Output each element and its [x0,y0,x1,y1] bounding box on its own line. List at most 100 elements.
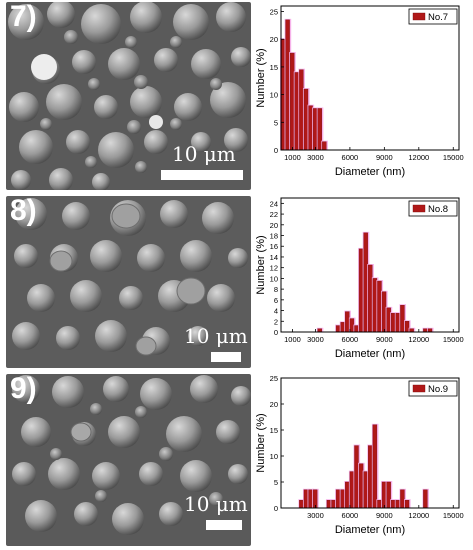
bar [308,489,313,509]
bar [363,232,368,333]
plot-frame [280,5,460,151]
bar [404,499,410,509]
bar [303,88,309,151]
plot-frame [280,197,460,333]
bar [335,325,341,333]
panel-label-9: 9) [10,374,37,405]
bar [354,445,359,509]
x-axis-label: Diameter (nm) [335,348,405,360]
histogram-7: 0 5 10 15 20 25 1000 3000 6000 9000 12000 15000 Diam… [255,0,473,192]
y-tick-label: 10 [270,91,278,100]
y-tick-label: 20 [270,221,278,230]
x-axis-label: Diameter (nm) [335,166,405,178]
bar [391,313,396,333]
bar [285,19,290,151]
bar [395,499,401,509]
y-tick-label: 20 [270,400,278,409]
sem-micrograph-9 [6,374,251,546]
legend-label: No.7 [428,12,448,23]
x-tick-label: 12000 [408,511,429,520]
y-tick-label: 20 [270,35,278,44]
bar [331,499,336,509]
y-tick-label: 5 [274,118,278,127]
legend-label: No.9 [428,384,448,395]
y-tick-label: 25 [270,374,278,383]
y-tick-label: 0 [274,328,278,337]
panel-7: 7) 10 μm 0 5 10 15 20 25 1000 3000 6000 9000 12000… [0,0,473,192]
y-axis-label: Number (%) [255,413,267,472]
y-tick-label: 0 [274,146,278,155]
y-tick-label: 6 [274,296,278,305]
panel-label-8: 8) [10,196,37,227]
scale-bar-7 [161,170,243,180]
bar [358,463,364,509]
panel-9: 9) 10 μm 0 5 10 15 20 25 3000 6000 9000 12000 1500… [0,370,473,550]
legend-box [408,380,458,397]
bar [289,52,295,151]
histogram-svg-9: 0 5 10 15 20 25 3000 6000 9000 12000 15000 Diameter… [255,374,464,536]
scale-bar-label-8: 10 μm [184,324,248,348]
y-tick-label: 2 [274,317,278,326]
x-tick-label: 3000 [307,335,324,344]
scale-bar-label-9: 10 μm [184,492,248,516]
x-tick-label: 15000 [443,511,464,520]
y-tick-label: 15 [270,426,278,435]
bar [372,424,378,509]
panel-label-7: 7) [10,2,37,33]
y-axis-label: Number (%) [255,235,267,294]
bar [400,489,405,509]
y-tick-label: 0 [274,504,278,513]
bar [303,489,309,509]
bar [299,499,304,509]
legend-label: No.8 [428,204,448,215]
bar [395,313,401,333]
y-axis-label: Number (%) [255,48,267,107]
y-tick-label: 10 [270,452,278,461]
legend-swatch [412,204,426,213]
x-tick-label: 9000 [376,511,393,520]
y-tick-label: 10 [270,274,278,283]
y-tick-label: 4 [274,307,278,316]
y-tick-label: 15 [270,63,278,72]
bar [391,499,396,509]
scale-bar-9 [206,520,242,530]
histogram-8: 0 2 4 6 8 10 12 14 16 18 20 22 24 1000 3000 6000 9000 120… [255,192,473,370]
bar [386,307,391,333]
x-tick-label: 9000 [376,335,393,344]
bar [358,248,364,333]
plot-frame [280,377,460,509]
x-tick-label: 12000 [408,153,429,162]
bar [368,445,373,509]
legend-box [408,200,458,217]
bar [368,264,373,333]
y-tick-label: 24 [270,199,278,208]
bar [308,105,313,151]
bar [377,499,382,509]
bar [400,304,405,333]
histogram-9: 0 5 10 15 20 25 3000 6000 9000 12000 15000 Diameter… [255,370,473,550]
x-tick-label: 6000 [342,335,359,344]
bar [404,321,410,333]
bar [423,489,428,509]
y-tick-label: 16 [270,242,278,251]
sem-image-9: 9) 10 μm [6,374,251,546]
y-tick-label: 8 [274,285,278,294]
legend-swatch [412,12,426,21]
scale-bar-label-7: 10 μm [172,142,236,166]
x-tick-label: 15000 [443,153,464,162]
y-tick-label: 14 [270,253,278,262]
bar [363,471,368,509]
x-tick-label: 12000 [408,335,429,344]
x-tick-label: 3000 [307,153,324,162]
scale-bar-8 [211,352,241,362]
bar [322,141,327,151]
bar [312,108,318,151]
bar [340,489,345,509]
bar [340,322,345,333]
x-tick-label: 6000 [342,153,359,162]
x-tick-label: 3000 [307,511,324,520]
bar [326,499,332,509]
x-axis-label: Diameter (nm) [335,524,405,536]
y-tick-label: 25 [270,8,278,17]
